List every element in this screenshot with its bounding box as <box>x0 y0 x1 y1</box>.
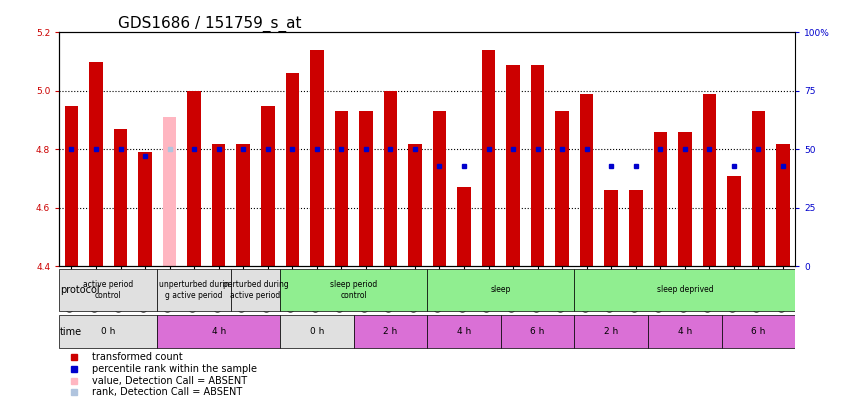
Text: 4 h: 4 h <box>212 327 226 336</box>
Bar <box>458 188 470 266</box>
Text: protocol: protocol <box>60 285 99 295</box>
Bar <box>310 50 323 266</box>
FancyBboxPatch shape <box>59 315 157 348</box>
Text: sleep period
control: sleep period control <box>330 280 377 300</box>
Bar <box>580 94 593 266</box>
FancyBboxPatch shape <box>157 315 280 348</box>
FancyBboxPatch shape <box>501 315 574 348</box>
FancyBboxPatch shape <box>427 269 574 311</box>
Bar <box>728 176 740 266</box>
Text: 4 h: 4 h <box>678 327 692 336</box>
FancyBboxPatch shape <box>280 269 427 311</box>
Bar <box>507 64 519 266</box>
Text: percentile rank within the sample: percentile rank within the sample <box>92 364 257 374</box>
Text: 2 h: 2 h <box>383 327 398 336</box>
Bar <box>90 62 102 266</box>
FancyBboxPatch shape <box>231 269 280 311</box>
Text: GDS1686 / 151759_s_at: GDS1686 / 151759_s_at <box>118 16 302 32</box>
Bar <box>286 73 299 266</box>
Bar <box>335 111 348 266</box>
FancyBboxPatch shape <box>427 315 501 348</box>
FancyBboxPatch shape <box>648 315 722 348</box>
Text: value, Detection Call = ABSENT: value, Detection Call = ABSENT <box>92 375 248 386</box>
Text: 4 h: 4 h <box>457 327 471 336</box>
Text: perturbed during
active period: perturbed during active period <box>222 280 288 300</box>
FancyBboxPatch shape <box>722 315 795 348</box>
Bar <box>212 144 225 266</box>
Bar <box>65 106 78 266</box>
Bar <box>188 91 201 266</box>
Bar <box>163 117 176 266</box>
Text: active period
control: active period control <box>83 280 134 300</box>
Bar <box>752 111 765 266</box>
Bar <box>605 190 618 266</box>
FancyBboxPatch shape <box>574 315 648 348</box>
Bar <box>360 111 372 266</box>
Text: 0 h: 0 h <box>102 327 115 336</box>
FancyBboxPatch shape <box>280 315 354 348</box>
Text: unperturbed durin
g active period: unperturbed durin g active period <box>159 280 229 300</box>
Bar <box>556 111 569 266</box>
Text: rank, Detection Call = ABSENT: rank, Detection Call = ABSENT <box>92 387 243 397</box>
Bar <box>777 144 789 266</box>
Text: time: time <box>60 327 82 337</box>
Bar <box>139 152 151 266</box>
Bar <box>237 144 250 266</box>
Text: 2 h: 2 h <box>604 327 618 336</box>
Text: 6 h: 6 h <box>751 327 766 336</box>
Bar <box>531 64 544 266</box>
Bar <box>703 94 716 266</box>
Bar <box>384 91 397 266</box>
Bar <box>482 50 495 266</box>
Text: sleep: sleep <box>491 286 511 294</box>
Bar <box>261 106 274 266</box>
Bar <box>629 190 642 266</box>
FancyBboxPatch shape <box>59 269 157 311</box>
Text: 6 h: 6 h <box>530 327 545 336</box>
Bar <box>409 144 421 266</box>
FancyBboxPatch shape <box>574 269 795 311</box>
Bar <box>433 111 446 266</box>
Text: sleep deprived: sleep deprived <box>656 286 713 294</box>
FancyBboxPatch shape <box>157 269 231 311</box>
FancyBboxPatch shape <box>354 315 427 348</box>
Bar <box>678 132 691 266</box>
Bar <box>654 132 667 266</box>
Text: transformed count: transformed count <box>92 352 183 362</box>
Bar <box>114 129 127 266</box>
Text: 0 h: 0 h <box>310 327 324 336</box>
